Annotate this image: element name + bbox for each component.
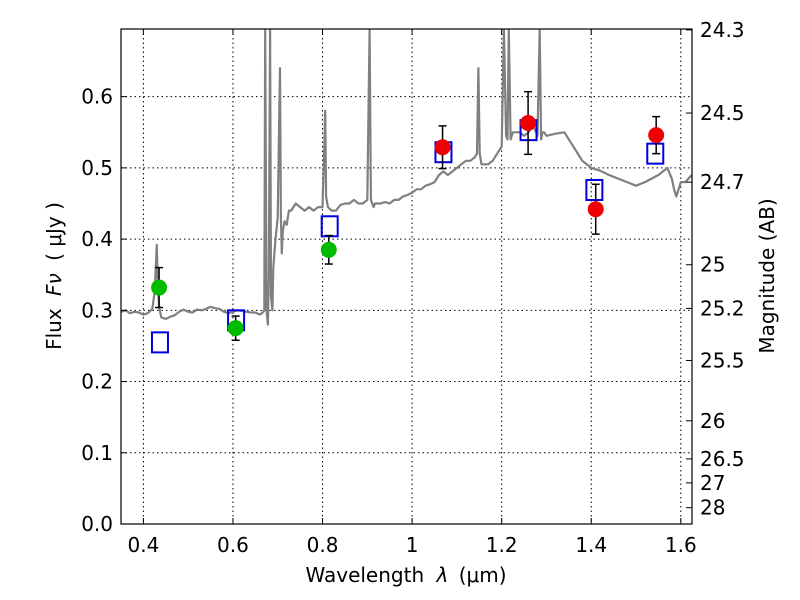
y2-tick-label: 25 bbox=[700, 253, 725, 277]
y2-tick-label: 26 bbox=[700, 409, 725, 433]
y2-tick-label: 25.2 bbox=[700, 296, 745, 320]
spectrum-layer bbox=[121, 29, 692, 326]
observed-point bbox=[227, 320, 244, 337]
y2-tick-label: 24.5 bbox=[700, 101, 745, 125]
y-tick-label: 0.0 bbox=[81, 512, 113, 536]
grid-layer bbox=[121, 29, 692, 524]
observed-point bbox=[648, 127, 665, 144]
x-tick-label: 0.8 bbox=[307, 533, 339, 557]
y-tick-label: 0.2 bbox=[81, 370, 113, 394]
y2-tick-label: 28 bbox=[700, 496, 725, 520]
y2-tick-label: 24.7 bbox=[700, 170, 745, 194]
x-tick-label: 1.4 bbox=[575, 533, 607, 557]
x-tick-label: 1.2 bbox=[486, 533, 518, 557]
observed-point bbox=[587, 201, 604, 218]
model-point bbox=[320, 215, 339, 238]
x-tick-label: 1.6 bbox=[665, 533, 697, 557]
spectrum-line bbox=[121, 29, 692, 326]
y-tick-label: 0.5 bbox=[81, 156, 113, 180]
model-point bbox=[646, 142, 665, 165]
x-tick-label: 0.4 bbox=[127, 533, 159, 557]
ticks-layer: 0.4 0.6 0.8 1 1.2 1.4 1.6 0.0 0.1 0.2 0.3 0.4 0.5 0.6… bbox=[81, 18, 744, 557]
plot-frame bbox=[120, 28, 693, 525]
y-tick-label: 0.4 bbox=[81, 227, 113, 251]
model-point bbox=[585, 178, 604, 201]
y2-tick-label: 24.3 bbox=[700, 18, 745, 42]
y2-axis-title: Magnitude (AB) bbox=[755, 198, 779, 353]
observed-point bbox=[434, 139, 451, 156]
model-point bbox=[150, 331, 169, 354]
y-axis-title: Flux Fν ( μJy ) bbox=[42, 202, 66, 350]
y2-tick-label: 26.5 bbox=[700, 447, 745, 471]
y2-tick-label: 25.5 bbox=[700, 348, 745, 372]
x-tick-label: 0.6 bbox=[217, 533, 249, 557]
observed-point bbox=[151, 279, 168, 296]
x-axis-title: Wavelength λ (μm) bbox=[305, 563, 506, 587]
x-tick-label: 1 bbox=[406, 533, 419, 557]
y-tick-label: 0.1 bbox=[81, 441, 113, 465]
y-tick-label: 0.6 bbox=[81, 85, 113, 109]
y-tick-label: 0.3 bbox=[81, 298, 113, 322]
observed-point bbox=[320, 241, 337, 258]
observed-point bbox=[520, 115, 537, 132]
y2-tick-label: 27 bbox=[700, 471, 725, 495]
points-layer bbox=[150, 90, 665, 354]
